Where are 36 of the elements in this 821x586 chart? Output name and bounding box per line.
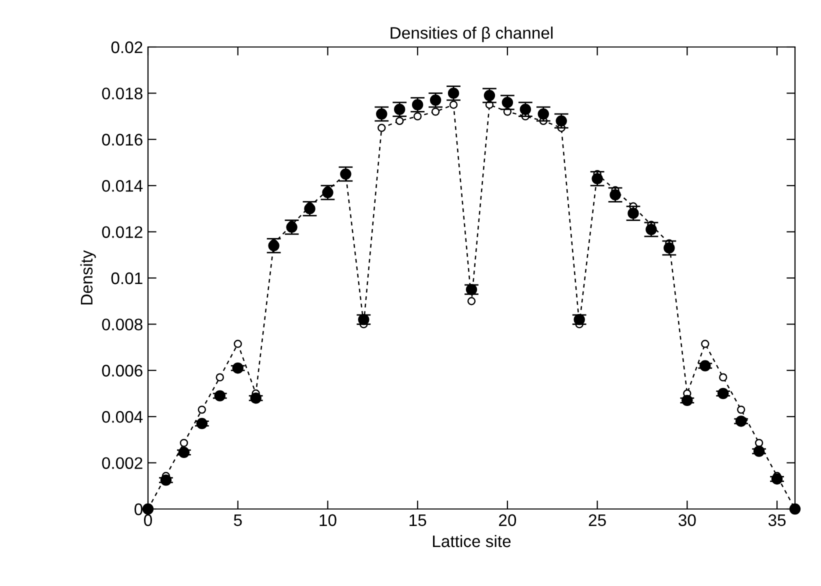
x-tick-label: 30 bbox=[678, 514, 696, 526]
y-tick-label: 0.006 bbox=[102, 364, 142, 377]
point bbox=[216, 373, 224, 382]
x-axis-title: Lattice site bbox=[433, 534, 511, 548]
point bbox=[413, 112, 422, 120]
y-tick-label: 0.002 bbox=[102, 457, 142, 470]
point bbox=[396, 116, 404, 126]
point bbox=[701, 340, 710, 348]
point bbox=[378, 124, 386, 132]
x-tick-label: 25 bbox=[588, 514, 606, 526]
y-axis-title: Density bbox=[80, 250, 96, 304]
point bbox=[449, 100, 458, 109]
point bbox=[719, 373, 728, 382]
x-tick-label: 0 bbox=[144, 514, 152, 526]
point bbox=[754, 438, 764, 448]
x-tick-label: 15 bbox=[410, 514, 426, 526]
x-tick-label: 35 bbox=[768, 514, 786, 526]
point bbox=[736, 406, 746, 414]
y-tick-label: 0.012 bbox=[102, 226, 142, 238]
x-tick-label: 10 bbox=[320, 514, 336, 526]
y-tick-label: 0.018 bbox=[102, 88, 142, 100]
point bbox=[198, 406, 206, 414]
y-tick-label: 0.014 bbox=[102, 180, 143, 192]
point bbox=[431, 108, 440, 116]
point bbox=[234, 340, 242, 348]
x-tick-label: 20 bbox=[499, 514, 516, 526]
point bbox=[467, 297, 476, 306]
y-tick-label: 0.02 bbox=[111, 41, 142, 54]
x-tick-label: 5 bbox=[234, 514, 242, 526]
chart-title: Densities of β channel bbox=[390, 26, 553, 42]
point bbox=[180, 438, 188, 448]
y-tick-label: 0 bbox=[134, 503, 142, 516]
y-tick-label: 0.016 bbox=[102, 134, 142, 146]
y-tick-label: 0.004 bbox=[102, 411, 143, 423]
y-tick-label: 0.01 bbox=[111, 272, 142, 284]
y-tick-label: 0.008 bbox=[102, 318, 142, 330]
